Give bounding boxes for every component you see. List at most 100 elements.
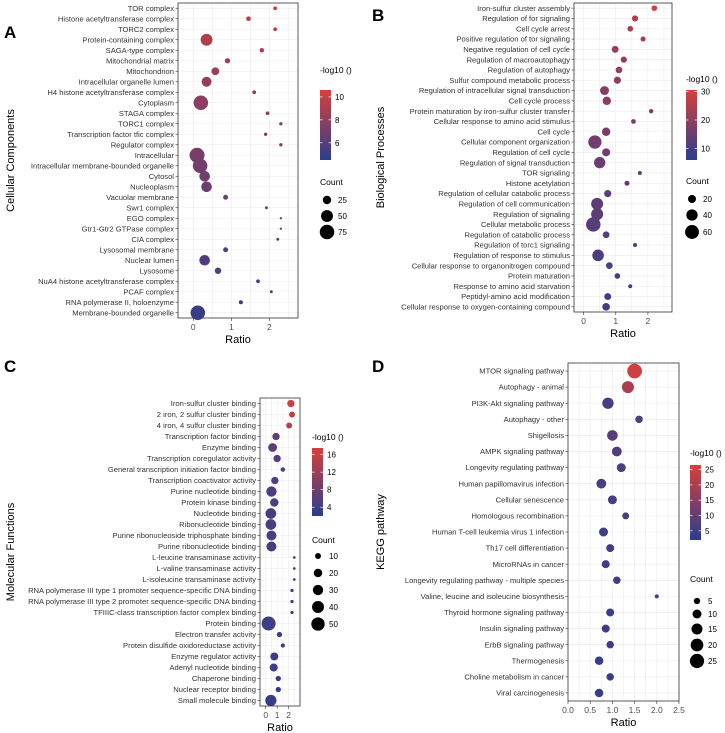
data-point — [606, 608, 615, 617]
data-point — [276, 631, 283, 638]
category-label: Longevity regulating pathway — [466, 463, 565, 472]
panel-letter: B — [372, 6, 384, 25]
data-point — [604, 189, 612, 198]
data-point — [265, 519, 277, 530]
category-label: TOR complex — [128, 4, 174, 13]
category-label: L-leucine transaminase activity — [152, 553, 256, 562]
data-point — [200, 33, 213, 46]
category-label: Thermogenesis — [512, 656, 565, 665]
data-point — [290, 588, 294, 593]
data-point — [586, 217, 601, 232]
size-legend-label: 20 — [708, 641, 717, 650]
category-label: Protein kinase binding — [181, 498, 256, 507]
category-label: RNA polymerase III type 1 promoter seque… — [28, 586, 256, 595]
category-label: 4 iron, 4 sulfur cluster binding — [157, 421, 256, 430]
data-point — [275, 675, 281, 682]
category-label: Valine, leucine and isoleucine biosynthe… — [421, 592, 565, 601]
category-label: Regulation of catabolic process — [464, 230, 570, 239]
category-label: Cell cycle — [538, 127, 571, 136]
category-label: Intracellular organelle lumen — [79, 77, 174, 86]
category-label: Autophagy - other — [504, 415, 565, 424]
category-label: MTOR signaling pathway — [479, 367, 564, 376]
data-point — [192, 158, 208, 174]
category-label: ErbB signaling pathway — [485, 640, 565, 649]
category-label: Protein maturation — [508, 272, 570, 281]
x-tick-label: 2.0 — [651, 705, 663, 715]
color-bar-tick-label: 25 — [705, 466, 714, 475]
data-point — [602, 397, 614, 409]
category-label: Vacuolar membrane — [106, 193, 174, 202]
category-label: AMPK signaling pathway — [480, 447, 564, 456]
category-label: Viral carcinogenesis — [496, 689, 564, 698]
category-label: SAGA-type complex — [106, 46, 175, 55]
data-point — [292, 556, 296, 559]
y-axis-title: Biological Processes — [375, 106, 387, 208]
category-label: Longevity regulating pathway - multiple … — [405, 576, 564, 585]
color-bar — [312, 448, 323, 516]
data-point — [591, 197, 604, 210]
data-point — [648, 108, 654, 114]
data-point — [214, 267, 222, 274]
y-axis-title: Cellular Components — [5, 109, 17, 212]
category-label: Adenyl nucleotide binding — [169, 663, 256, 672]
category-label: Protein binding — [205, 619, 256, 628]
category-label: Mitochondrial matrix — [106, 56, 174, 65]
data-point — [289, 411, 295, 418]
panel-letter: C — [4, 357, 16, 376]
data-point — [633, 243, 638, 248]
x-tick-label: 1.5 — [629, 705, 641, 715]
category-label: Autophagy - animal — [499, 383, 565, 392]
category-label: Negative regulation of cell cycle — [463, 45, 570, 54]
category-label: Swr1 complex — [126, 203, 174, 212]
panel-b: B Iron-sulfur cluster assembly Regulation … — [372, 2, 718, 340]
category-label: Ribonucleotide binding — [179, 520, 256, 529]
data-point — [263, 132, 268, 136]
data-point — [654, 594, 659, 599]
size-legend-point — [312, 584, 324, 596]
plot-background — [574, 3, 672, 312]
data-point — [199, 254, 210, 266]
category-label: Cell cycle arrest — [516, 24, 571, 33]
category-label: Cellular response to organonitrogen comp… — [412, 261, 570, 270]
data-point — [275, 686, 281, 693]
category-label: Nuclear receptor binding — [173, 685, 256, 694]
size-legend-point — [686, 209, 698, 221]
size-legend-label: 60 — [703, 228, 712, 237]
plot-background — [260, 398, 300, 706]
category-label: Cellular senescence — [496, 495, 564, 504]
data-point — [290, 599, 294, 604]
data-point — [602, 231, 610, 239]
color-bar — [690, 465, 701, 540]
data-point — [264, 206, 268, 210]
data-point — [613, 576, 621, 585]
category-label: Choline metabolism in cancer — [464, 672, 564, 681]
data-point — [628, 284, 633, 289]
category-label: RNA polymerase III type 2 promoter seque… — [28, 597, 256, 606]
category-label: Positive regulation of tor signaling — [456, 35, 570, 44]
category-label: Regulation of autophagy — [488, 66, 571, 75]
category-label: Regulation of macroautophagy — [467, 55, 571, 64]
category-label: Regulation of cellular catabolic process — [438, 189, 570, 198]
data-point — [613, 76, 621, 84]
size-legend-point — [313, 568, 323, 578]
data-point — [599, 527, 609, 537]
color-bar-tick-label: 20 — [705, 481, 714, 490]
x-axis-title: Ratio — [267, 722, 293, 733]
category-label: Regulation of signal transduction — [460, 158, 570, 167]
data-point — [607, 495, 617, 505]
data-point — [265, 508, 277, 519]
data-point — [601, 624, 610, 633]
size-legend-label: 25 — [338, 196, 347, 205]
data-point — [602, 303, 610, 311]
data-point — [252, 90, 257, 95]
data-point — [621, 381, 634, 394]
data-point — [607, 430, 618, 441]
category-label: Iron-sulfur cluster assembly — [477, 4, 570, 13]
size-legend-label: 40 — [703, 211, 712, 220]
x-tick-label: 0 — [191, 322, 196, 332]
category-label: Transcription factor binding — [165, 432, 256, 441]
x-tick-label: 0 — [581, 316, 586, 326]
data-point — [290, 610, 294, 615]
size-legend-point — [322, 195, 332, 205]
